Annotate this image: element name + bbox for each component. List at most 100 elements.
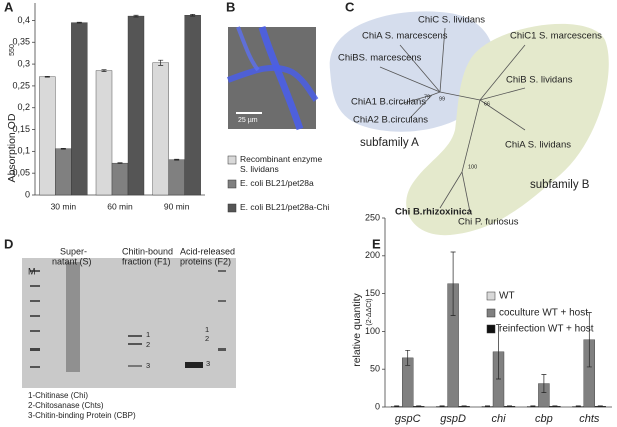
bar bbox=[152, 62, 169, 196]
error-bar bbox=[586, 312, 592, 368]
y-axis-label-sub: 550 bbox=[9, 44, 16, 56]
tree-leaf: Chi P. furiosus bbox=[458, 217, 519, 228]
panel-letter: A bbox=[4, 0, 14, 14]
error-bar bbox=[597, 405, 603, 407]
y-axis-label-sub: (2-ΔΔCt) bbox=[366, 298, 373, 325]
band-label: 2 bbox=[205, 334, 209, 343]
gel bbox=[22, 258, 236, 388]
y-tick-label: 50 bbox=[370, 364, 380, 374]
error-bar bbox=[117, 162, 123, 164]
y-tick-label: 0,1 bbox=[17, 146, 30, 156]
lane-label: Chitin-bound bbox=[122, 246, 173, 256]
bootstrap: 66 bbox=[484, 101, 490, 107]
legend-swatch bbox=[486, 291, 496, 301]
y-axis-label: Absorption OD bbox=[6, 113, 18, 182]
micrograph bbox=[226, 26, 319, 131]
bar bbox=[71, 22, 88, 196]
legend-entry: E. coli BL21/pet28a-Chi bbox=[240, 202, 330, 212]
y-tick-label: 0 bbox=[25, 189, 30, 199]
scale-label: 25 µm bbox=[238, 117, 258, 124]
bar bbox=[184, 15, 201, 196]
y-tick-label: 200 bbox=[365, 250, 380, 260]
error-bar bbox=[575, 405, 581, 407]
error-bar bbox=[44, 75, 50, 78]
tree-leaf: ChiBS. marcescens bbox=[338, 53, 422, 64]
error-bar bbox=[530, 405, 536, 407]
lane-label: proteins (F2) bbox=[180, 256, 231, 266]
error-bar bbox=[405, 349, 411, 366]
y-tick-label: 250 bbox=[365, 212, 380, 222]
y-tick-label: 100 bbox=[365, 326, 380, 336]
bar bbox=[95, 70, 113, 196]
bar bbox=[55, 148, 72, 196]
y-tick-label: 0,4 bbox=[17, 15, 30, 25]
lane-label: Acid-released bbox=[180, 246, 235, 256]
gel-legend: 3-Chitin-binding Protein (CBP) bbox=[28, 411, 136, 420]
legend-swatch bbox=[486, 324, 496, 334]
y-tick-label: 0,35 bbox=[12, 37, 30, 47]
error-bar bbox=[485, 405, 490, 407]
y-tick-label: 0,3 bbox=[17, 58, 30, 68]
lane-label: Super- bbox=[60, 246, 87, 256]
legend-swatch bbox=[227, 155, 237, 165]
x-tick-label: cbp bbox=[535, 413, 553, 425]
bar bbox=[39, 76, 56, 196]
y-tick-label: 0,05 bbox=[12, 168, 30, 178]
tree-leaf: Chi B.rhizoxinica bbox=[395, 207, 473, 218]
error-bar bbox=[450, 251, 456, 316]
bar bbox=[111, 162, 129, 196]
tree-leaf: ChiA S. lividans bbox=[505, 140, 571, 151]
bar bbox=[127, 15, 145, 196]
legend-entry: E. coli BL21/pet28a bbox=[240, 178, 314, 188]
error-bar bbox=[507, 405, 512, 407]
legend-entry: Recombinant enzyme S. lividans bbox=[240, 154, 323, 174]
bootstrap: 100 bbox=[468, 164, 477, 170]
tree bbox=[329, 11, 609, 236]
y-tick-label: 0,15 bbox=[12, 124, 30, 134]
legend-swatch bbox=[227, 203, 237, 213]
legend-label: E. coli BL21/pet28a-Chi bbox=[240, 202, 330, 212]
band-label: 1 bbox=[205, 325, 209, 334]
y-tick-label: 0,25 bbox=[12, 80, 30, 90]
y-tick-label: 0 bbox=[375, 401, 380, 411]
error-bar bbox=[133, 14, 139, 18]
panel-letter: C bbox=[345, 0, 355, 14]
tree-leaf: ChiB S. lividans bbox=[506, 75, 573, 86]
lane-label: M bbox=[28, 266, 36, 276]
band-label: 3 bbox=[206, 359, 210, 368]
group-label: subfamily B bbox=[530, 179, 590, 191]
gel-legend: 1-Chitinase (Chi) bbox=[28, 391, 88, 400]
error-bar bbox=[60, 147, 66, 150]
tree-leaf: ChiC S. lividans bbox=[418, 15, 485, 26]
y-axis-label: relative quantity bbox=[351, 292, 363, 366]
legend-label: reinfection WT + host bbox=[499, 324, 594, 335]
band-label: 1 bbox=[146, 330, 150, 339]
error-bar bbox=[496, 324, 501, 380]
error-bar bbox=[190, 13, 196, 17]
legend-label: Recombinant enzyme S. lividans bbox=[240, 154, 323, 174]
x-tick-label: 30 min bbox=[51, 201, 77, 211]
y-tick-label: 150 bbox=[365, 288, 380, 298]
error-bar bbox=[439, 405, 445, 407]
lane-label: fraction (F1) bbox=[122, 256, 171, 266]
legend-swatch bbox=[227, 179, 237, 189]
y-tick-label: 0,2 bbox=[17, 102, 30, 112]
x-tick-label: gspC bbox=[395, 413, 421, 425]
legend-label: WT bbox=[499, 291, 515, 302]
bar bbox=[168, 159, 185, 196]
legend-label: E. coli BL21/pet28a bbox=[240, 178, 314, 188]
panel-letter: D bbox=[4, 236, 13, 251]
error-bar bbox=[541, 374, 547, 393]
lane-label: natant (S) bbox=[52, 256, 92, 266]
error-bar bbox=[416, 405, 422, 407]
tree-leaf: ChiC1 S. marcescens bbox=[510, 31, 602, 42]
error-bar bbox=[461, 405, 467, 407]
panel-letter: B bbox=[226, 0, 235, 14]
error-bar bbox=[158, 59, 164, 66]
error-bar bbox=[76, 21, 82, 24]
legend-swatch bbox=[486, 308, 496, 318]
error-bar bbox=[394, 405, 400, 407]
panel-letter: E bbox=[372, 236, 381, 251]
bootstrap: 79 bbox=[424, 94, 430, 100]
